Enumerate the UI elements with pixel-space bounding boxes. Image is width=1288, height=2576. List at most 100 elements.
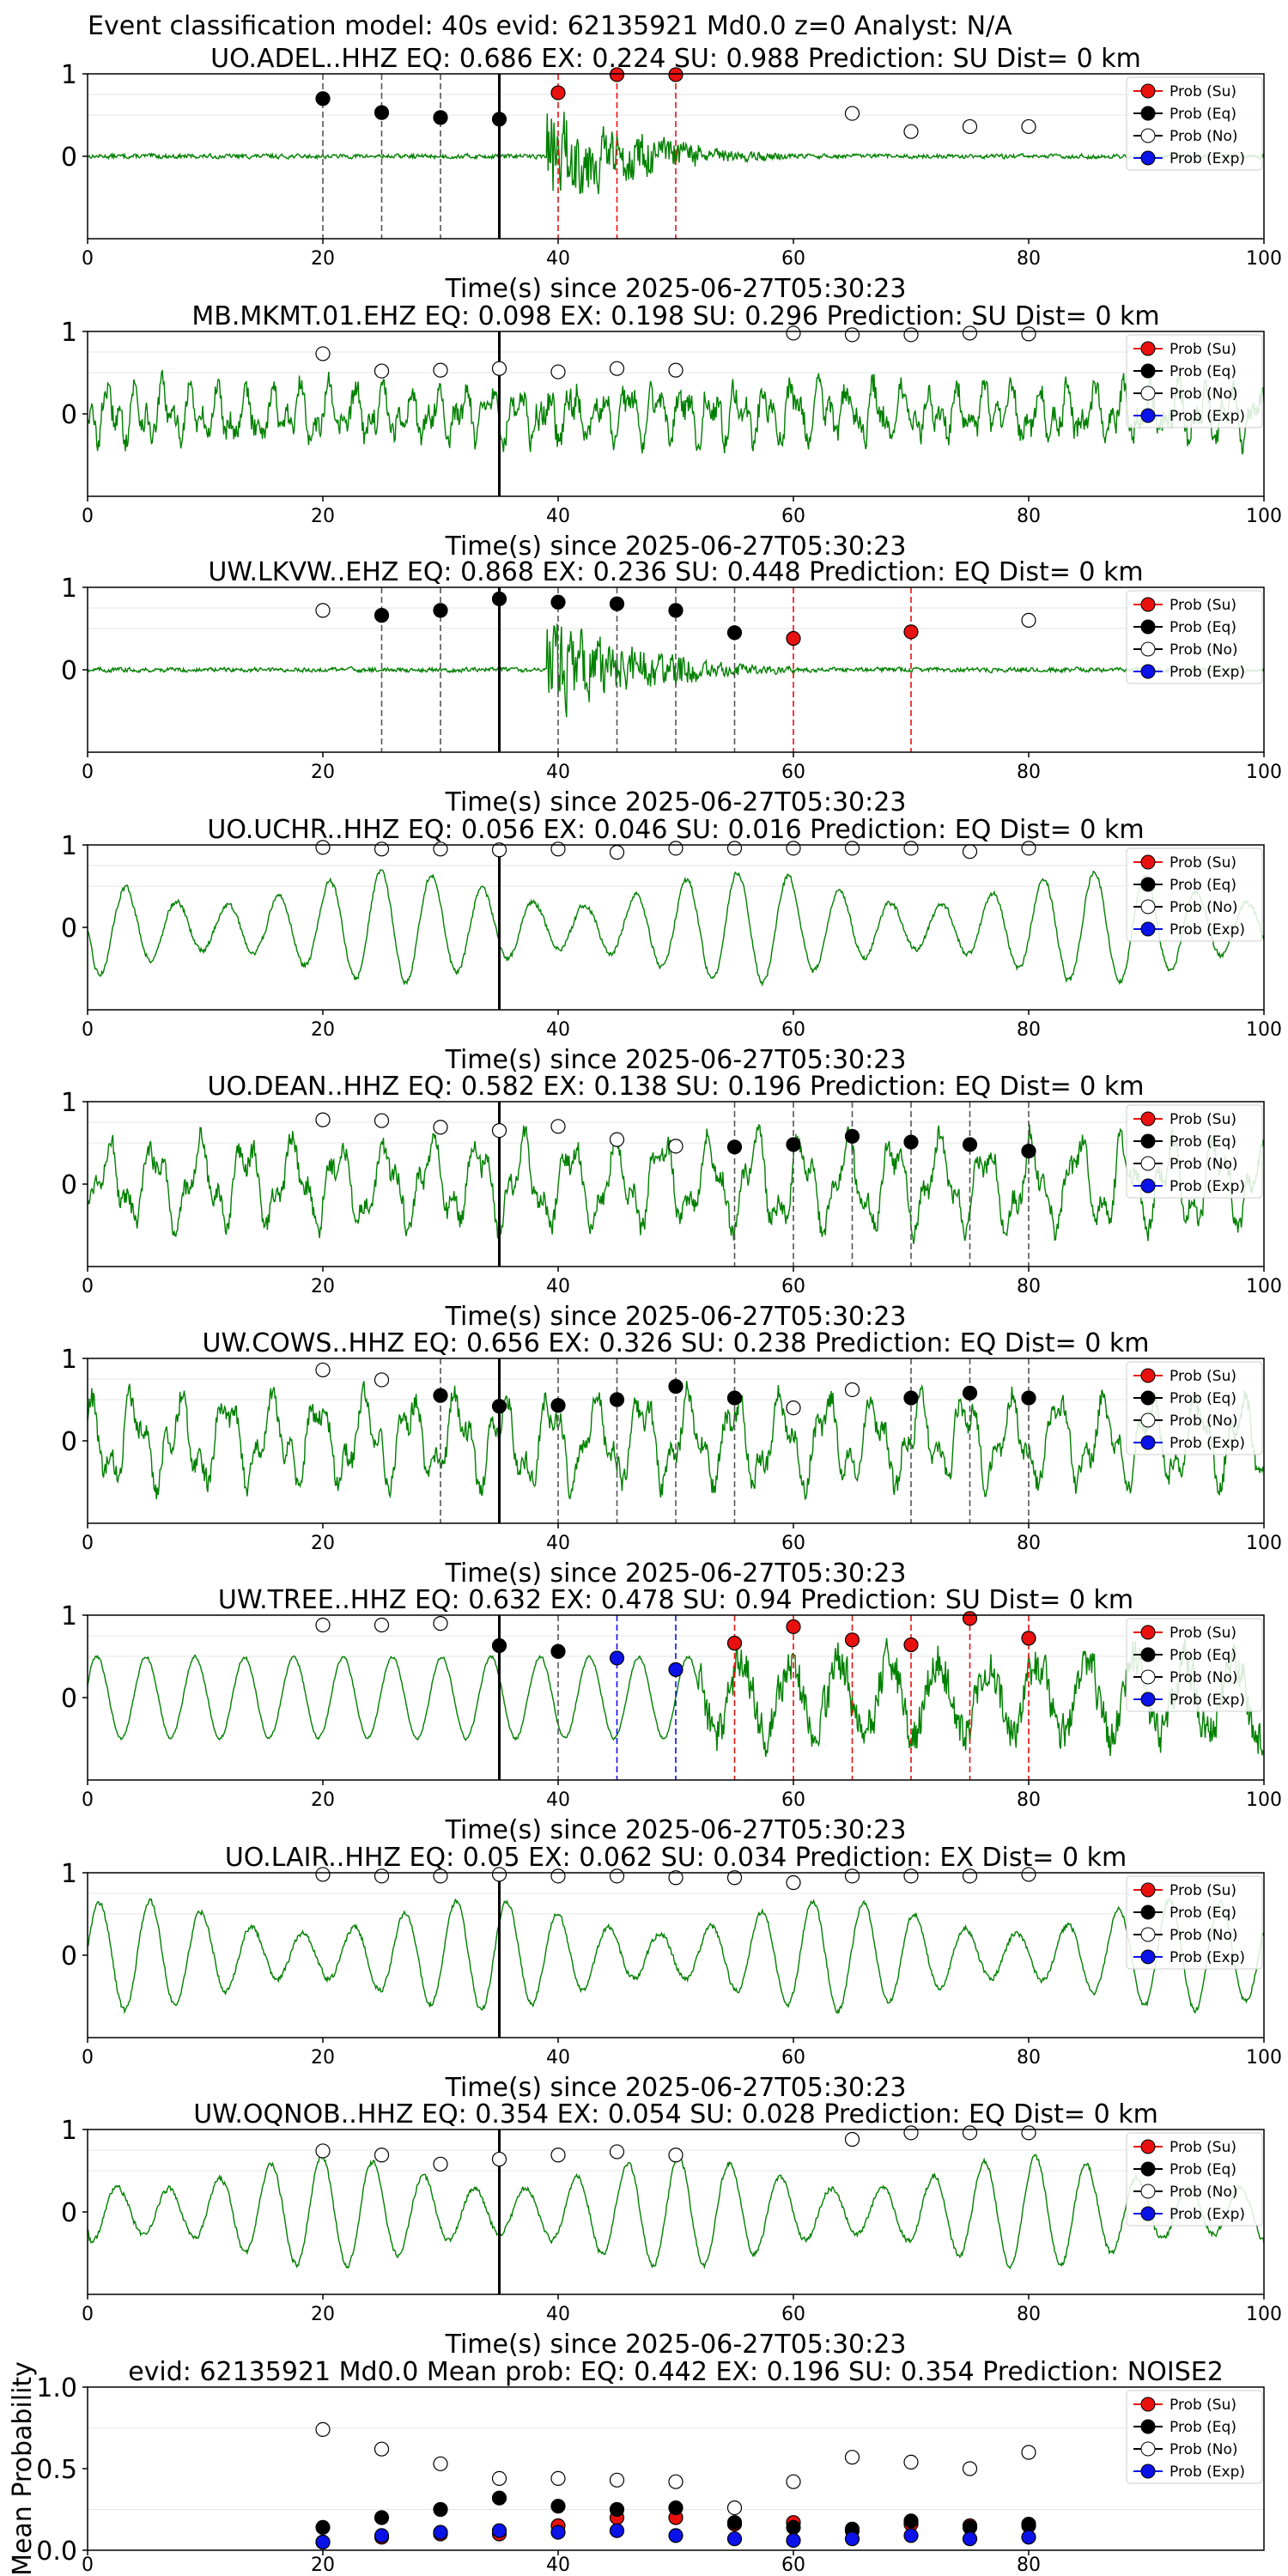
- prob-marker-no: [550, 1868, 566, 1884]
- prob-marker-no: [668, 841, 683, 856]
- mean-probability-panel: evid: 62135921 Md0.0 Mean prob: EQ: 0.44…: [8, 2357, 1265, 2576]
- mean-prob-marker-no: [491, 2470, 507, 2486]
- x-tick-label: 20: [311, 1019, 335, 1041]
- x-tick-label: 60: [781, 2555, 805, 2576]
- legend-marker-exp: [1140, 1178, 1156, 1194]
- x-tick-label: 80: [1017, 506, 1041, 527]
- x-tick-label: 40: [546, 2047, 570, 2069]
- y-tick-label: 1: [61, 1088, 77, 1118]
- prob-marker-no: [433, 362, 448, 378]
- prob-marker-no: [374, 363, 390, 379]
- x-tick-label: 40: [546, 1276, 570, 1297]
- legend-label: Prob (Su): [1170, 341, 1236, 358]
- prob-marker-eq: [491, 112, 507, 127]
- prob-marker-no: [844, 841, 860, 856]
- legend: Prob (Su) Prob (Eq) Prob (No) Prob (Exp): [1126, 2390, 1263, 2484]
- prob-marker-no: [491, 361, 507, 376]
- legend: Prob (Su) Prob (Eq) Prob (No) Prob (Exp): [1126, 590, 1263, 684]
- x-tick-label: 60: [781, 1533, 805, 1554]
- y-tick-label: 1: [61, 574, 77, 604]
- legend-label: Prob (Exp): [1170, 1178, 1245, 1195]
- prob-marker-no: [550, 2148, 566, 2163]
- legend-label: Prob (No): [1170, 1669, 1238, 1686]
- x-axis-label: Time(s) since 2025-06-27T05:30:23: [445, 1815, 907, 1845]
- mean-prob-marker-eq: [903, 2513, 919, 2529]
- x-tick-label: 40: [546, 1789, 570, 1811]
- prob-marker-su: [786, 1619, 801, 1635]
- prob-marker-no: [1021, 612, 1036, 629]
- legend-marker-no: [1140, 2441, 1156, 2457]
- legend-marker-no: [1140, 128, 1156, 143]
- legend-marker-eq: [1140, 877, 1156, 892]
- legend-label: Prob (Exp): [1170, 664, 1245, 681]
- legend: Prob (Su) Prob (Eq) Prob (No) Prob (Exp): [1126, 1361, 1263, 1455]
- x-tick-label: 100: [1246, 1533, 1282, 1554]
- prob-marker-su: [786, 630, 801, 647]
- legend-label: Prob (Exp): [1170, 408, 1245, 425]
- prob-marker-no: [609, 1132, 625, 1147]
- prob-marker-eq: [550, 1398, 566, 1413]
- plot-area: [88, 1102, 1264, 1267]
- legend-marker-su: [1140, 83, 1156, 99]
- y-tick-label: 0: [61, 1170, 77, 1200]
- prob-marker-eq: [1021, 1390, 1036, 1406]
- legend-label: Prob (Su): [1170, 1111, 1236, 1128]
- legend-marker-eq: [1140, 1647, 1156, 1662]
- legend-label: Prob (Exp): [1170, 2464, 1245, 2481]
- x-tick-label: 20: [311, 762, 335, 783]
- legend-marker-su: [1140, 1368, 1156, 1383]
- panels: UO.ADEL..HHZ EQ: 0.686 EX: 0.224 SU: 0.9…: [8, 44, 1282, 2576]
- prob-marker-no: [491, 1867, 507, 1882]
- legend-box: [1126, 1361, 1263, 1455]
- prob-marker-no: [1021, 118, 1036, 135]
- x-tick-label: 0: [82, 2047, 94, 2069]
- station-panel: MB.MKMT.01.EHZ EQ: 0.098 EX: 0.198 SU: 0…: [61, 301, 1282, 562]
- y-tick-label: 0: [61, 400, 77, 430]
- mean-prob-marker-no: [962, 2461, 978, 2476]
- legend-marker-no: [1140, 1927, 1156, 1942]
- prob-marker-eq: [550, 594, 566, 610]
- prob-marker-no: [315, 1362, 331, 1378]
- legend-marker-su: [1140, 2397, 1156, 2412]
- legend-box: [1126, 2390, 1263, 2484]
- x-tick-label: 100: [1246, 1019, 1282, 1041]
- legend-label: Prob (Eq): [1170, 2161, 1236, 2178]
- y-tick-label: 0: [61, 656, 77, 686]
- station-panel: UO.ADEL..HHZ EQ: 0.686 EX: 0.224 SU: 0.9…: [61, 44, 1282, 304]
- legend-label: Prob (No): [1170, 1413, 1238, 1430]
- prob-marker-no: [609, 1868, 625, 1884]
- plot-area: [88, 845, 1264, 1010]
- legend-label: Prob (Eq): [1170, 619, 1236, 636]
- prob-marker-eq: [726, 1390, 743, 1406]
- x-tick-label: 40: [546, 1533, 570, 1554]
- prob-marker-su: [962, 1611, 978, 1626]
- y-tick-label: 1.0: [36, 2373, 77, 2403]
- x-tick-label: 60: [781, 2047, 805, 2069]
- x-tick-label: 20: [311, 506, 335, 527]
- legend-marker-no: [1140, 386, 1156, 401]
- prob-marker-no: [962, 118, 978, 135]
- legend-label: Prob (Su): [1170, 1625, 1236, 1642]
- prob-marker-no: [433, 2156, 448, 2172]
- mean-prob-marker-no: [786, 2474, 801, 2489]
- y-tick-label: 0: [61, 1427, 77, 1457]
- legend-label: Prob (Exp): [1170, 150, 1245, 167]
- prob-marker-no: [315, 840, 331, 855]
- x-tick-label: 100: [1246, 1276, 1282, 1297]
- mean-prob-marker-no: [726, 2500, 743, 2516]
- x-tick-label: 60: [781, 506, 805, 527]
- waveform-trace: [87, 369, 1265, 455]
- prob-marker-eq: [962, 1137, 978, 1152]
- legend-marker-eq: [1140, 2419, 1156, 2434]
- x-tick-label: 0: [82, 2555, 94, 2576]
- prob-marker-su: [609, 67, 625, 82]
- prob-marker-no: [491, 1122, 507, 1139]
- prob-marker-eq: [433, 1388, 448, 1403]
- legend-marker-no: [1140, 899, 1156, 914]
- prob-marker-no: [668, 1139, 683, 1154]
- legend-marker-su: [1140, 1625, 1156, 1640]
- legend-marker-exp: [1140, 1949, 1156, 1965]
- legend-marker-eq: [1140, 1390, 1156, 1406]
- x-tick-label: 100: [1246, 506, 1282, 527]
- prob-marker-su: [903, 624, 919, 640]
